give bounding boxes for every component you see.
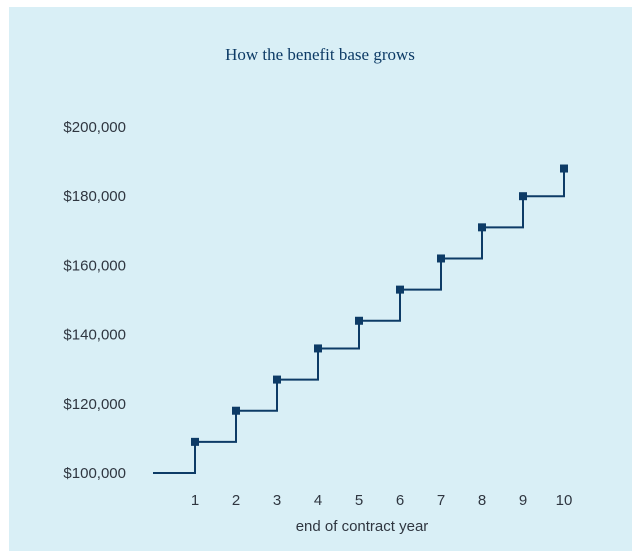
chart-panel: How the benefit base grows $100,000 $120,…	[9, 7, 632, 551]
data-point-marker	[396, 285, 404, 294]
x-tick-label: 4	[314, 492, 322, 509]
y-tick-label: $160,000	[63, 257, 126, 274]
y-tick-label: $180,000	[63, 188, 126, 205]
data-point-marker	[232, 406, 240, 415]
data-point-marker	[519, 192, 527, 201]
benefit-base-chart: How the benefit base grows $100,000 $120,…	[63, 45, 573, 535]
data-point-marker	[273, 375, 281, 384]
data-point-marker	[314, 344, 322, 353]
data-point-marker	[560, 164, 568, 173]
x-tick-label: 7	[437, 492, 445, 509]
y-axis-ticks: $100,000 $120,000 $140,000 $160,000 $180,000…	[63, 119, 126, 482]
x-axis-label: end of contract year	[296, 518, 429, 535]
x-axis-ticks: 1 2 3 4 5 6 7 8 9 10	[191, 492, 573, 509]
y-tick-label: $200,000	[63, 119, 126, 136]
x-tick-label: 6	[396, 492, 404, 509]
data-point-marker	[437, 254, 445, 263]
data-point-marker	[191, 437, 199, 446]
x-tick-label: 1	[191, 492, 199, 509]
y-tick-label: $120,000	[63, 396, 126, 413]
x-tick-label: 3	[273, 492, 281, 509]
data-markers	[191, 164, 568, 446]
x-tick-label: 10	[556, 492, 573, 509]
x-tick-label: 9	[519, 492, 527, 509]
data-point-marker	[478, 223, 486, 232]
x-tick-label: 2	[232, 492, 240, 509]
x-tick-label: 8	[478, 492, 486, 509]
y-tick-label: $140,000	[63, 327, 126, 344]
chart-title: How the benefit base grows	[225, 45, 415, 64]
x-tick-label: 5	[355, 492, 363, 509]
y-tick-label: $100,000	[63, 465, 126, 482]
data-point-marker	[355, 316, 363, 325]
